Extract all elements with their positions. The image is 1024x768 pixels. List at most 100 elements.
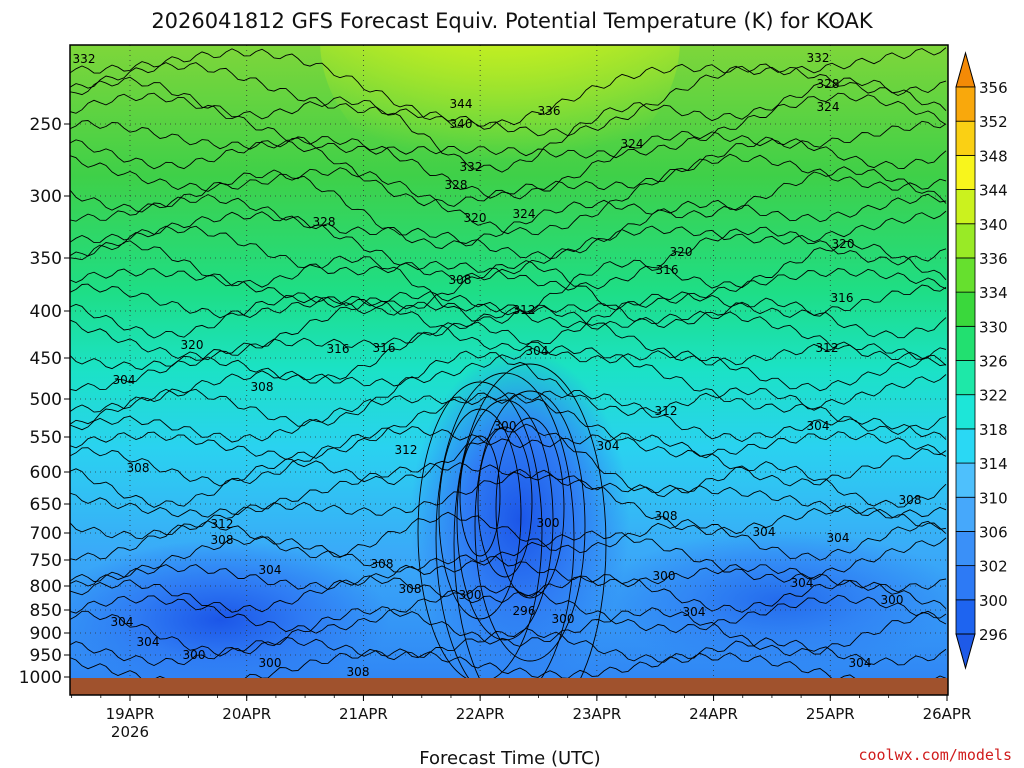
contour-label: 312 xyxy=(513,303,536,317)
colorbar-label: 336 xyxy=(979,250,1008,268)
contour-label: 308 xyxy=(899,493,922,507)
chart-title: 2026041812 GFS Forecast Equiv. Potential… xyxy=(151,9,874,33)
contour-label: 304 xyxy=(791,576,814,590)
contour-label: 304 xyxy=(827,531,850,545)
colorbar-label: 310 xyxy=(979,489,1008,507)
contour-label: 304 xyxy=(137,635,160,649)
contour-label: 304 xyxy=(113,373,136,387)
colorbar-label: 306 xyxy=(979,523,1008,541)
contour-line xyxy=(70,240,947,324)
y-tick-label: 750 xyxy=(30,551,62,571)
colorbar-swatch xyxy=(955,531,976,567)
contour-line xyxy=(70,423,947,508)
colorbar-swatch xyxy=(955,257,976,293)
contour-line xyxy=(70,120,947,200)
contour-line xyxy=(70,511,947,561)
y-tick-label: 350 xyxy=(30,249,62,269)
contour-label: 320 xyxy=(181,338,204,352)
contour-labels: 332 344 340 336 332 328 324 328 320 324 332 328 324 3… xyxy=(73,51,922,679)
colorbar: 296 300 302 306 310 314 318 322 326 330 334 336 340 3… xyxy=(955,51,1008,670)
contour-label: 344 xyxy=(450,97,473,111)
contour-label: 324 xyxy=(513,207,536,221)
contour-label: 308 xyxy=(449,273,472,287)
contour-label: 308 xyxy=(251,380,274,394)
contour-label: 324 xyxy=(817,100,840,114)
contour-line xyxy=(70,628,947,666)
x-tick-label: 21APR xyxy=(339,705,388,723)
contour-label: 304 xyxy=(259,563,282,577)
colorbar-label: 322 xyxy=(979,387,1008,405)
y-tick-label: 250 xyxy=(30,115,62,135)
contour-label: 340 xyxy=(450,117,473,131)
contour-label: 304 xyxy=(753,525,776,539)
ground-surface xyxy=(70,678,948,695)
contour-line xyxy=(70,136,947,207)
y-tick-label: 650 xyxy=(30,495,62,515)
colorbar-swatch xyxy=(955,428,976,464)
contour-line xyxy=(70,585,947,634)
contour-line xyxy=(70,76,947,173)
contour-line xyxy=(70,92,947,159)
contour-line xyxy=(70,268,947,313)
contour-line xyxy=(474,390,586,662)
contour-line xyxy=(70,260,947,339)
contour-line xyxy=(70,574,947,613)
colorbar-lower-arrow xyxy=(955,633,976,670)
contour-line xyxy=(70,462,947,518)
contour-label: 304 xyxy=(111,615,134,629)
contour-label: 316 xyxy=(327,342,350,356)
x-tick-label: 24APR xyxy=(689,705,738,723)
contour-line xyxy=(70,392,947,461)
contour-label: 300 xyxy=(552,612,575,626)
contour-label: 332 xyxy=(807,51,830,65)
contour-label: 328 xyxy=(445,178,468,192)
colorbar-label: 326 xyxy=(979,353,1008,371)
contour-label: 308 xyxy=(399,582,422,596)
colorbar-label: 344 xyxy=(979,182,1008,200)
contour-line xyxy=(70,62,947,137)
contour-line xyxy=(70,193,947,260)
contour-label: 304 xyxy=(683,605,706,619)
colorbar-label: 302 xyxy=(979,558,1008,576)
contour-label: 332 xyxy=(73,52,96,66)
colorbar-label: 318 xyxy=(979,421,1008,439)
contour-label: 312 xyxy=(211,517,234,531)
x-tick-label: 19APR xyxy=(106,705,155,723)
contour-label: 304 xyxy=(526,344,549,358)
x-axis-label: Forecast Time (UTC) xyxy=(419,748,600,768)
warm-upper-lobe xyxy=(320,45,680,190)
contour-label: 320 xyxy=(464,211,487,225)
contour-label: 300 xyxy=(259,656,282,670)
x-tick-label: 26APR xyxy=(923,705,972,723)
y-tick-label: 700 xyxy=(30,524,62,544)
contour-line xyxy=(70,345,947,413)
contour-label: 312 xyxy=(816,341,839,355)
contour-label: 300 xyxy=(459,588,482,602)
contour-line xyxy=(70,530,947,583)
contour-label: 304 xyxy=(597,439,620,453)
colorbar-swatch xyxy=(955,86,976,122)
y-tick-label: 900 xyxy=(30,624,62,644)
contour-label: 328 xyxy=(817,77,840,91)
contour-label: 300 xyxy=(183,648,206,662)
contour-label: 336 xyxy=(538,104,561,118)
contour-label: 316 xyxy=(656,263,679,277)
y-tick-label: 550 xyxy=(30,428,62,448)
contour-label: 308 xyxy=(211,533,234,547)
contour-label: 308 xyxy=(655,509,678,523)
contour-line xyxy=(70,306,947,370)
y-tick-label: 400 xyxy=(30,302,62,322)
colorbar-label: 300 xyxy=(979,592,1008,610)
colorbar-label: 352 xyxy=(979,113,1008,131)
colorbar-label: 340 xyxy=(979,216,1008,234)
y-tick-label: 850 xyxy=(30,601,62,621)
contour-label: 320 xyxy=(832,237,855,251)
y-tick-label: 300 xyxy=(30,187,62,207)
contour-lines xyxy=(70,47,947,695)
contour-label: 324 xyxy=(621,137,644,151)
y-tick-label: 800 xyxy=(30,577,62,597)
colorbar-swatch xyxy=(955,120,976,156)
contour-label: 308 xyxy=(127,461,150,475)
colorbar-swatch xyxy=(955,154,976,190)
